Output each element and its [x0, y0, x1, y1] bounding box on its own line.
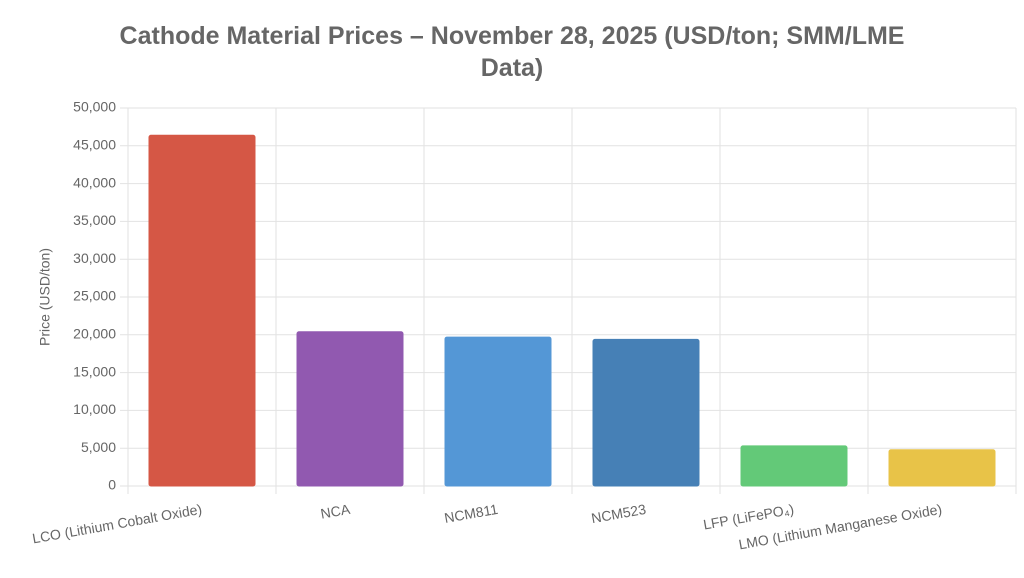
y-axis-label: Price (USD/ton) — [37, 248, 53, 346]
x-tick-label: NCA — [319, 501, 352, 522]
y-tick-label: 15,000 — [73, 363, 116, 379]
bar — [740, 445, 848, 487]
x-tick-label: NCM523 — [590, 501, 647, 526]
y-tick-label: 20,000 — [73, 326, 116, 342]
x-tick-label: LCO (Lithium Cobalt Oxide) — [31, 501, 203, 547]
y-tick-label: 35,000 — [73, 212, 116, 228]
y-tick-label: 5,000 — [81, 439, 116, 455]
chart-title: Cathode Material Prices – November 28, 2… — [119, 22, 905, 82]
bar — [592, 338, 700, 487]
bar — [888, 449, 996, 487]
y-tick-label: 0 — [108, 477, 116, 493]
y-tick-label: 50,000 — [73, 99, 116, 115]
bar — [444, 336, 552, 487]
x-tick-label: NCM811 — [443, 501, 499, 526]
x-tick-label: LFP (LiFePO₄) — [702, 501, 795, 533]
bar — [148, 134, 256, 487]
bar — [296, 331, 404, 487]
y-tick-label: 25,000 — [73, 288, 116, 304]
y-tick-label: 10,000 — [73, 401, 116, 417]
y-tick-label: 40,000 — [73, 174, 116, 190]
y-tick-label: 30,000 — [73, 250, 116, 266]
y-tick-label: 45,000 — [73, 137, 116, 153]
